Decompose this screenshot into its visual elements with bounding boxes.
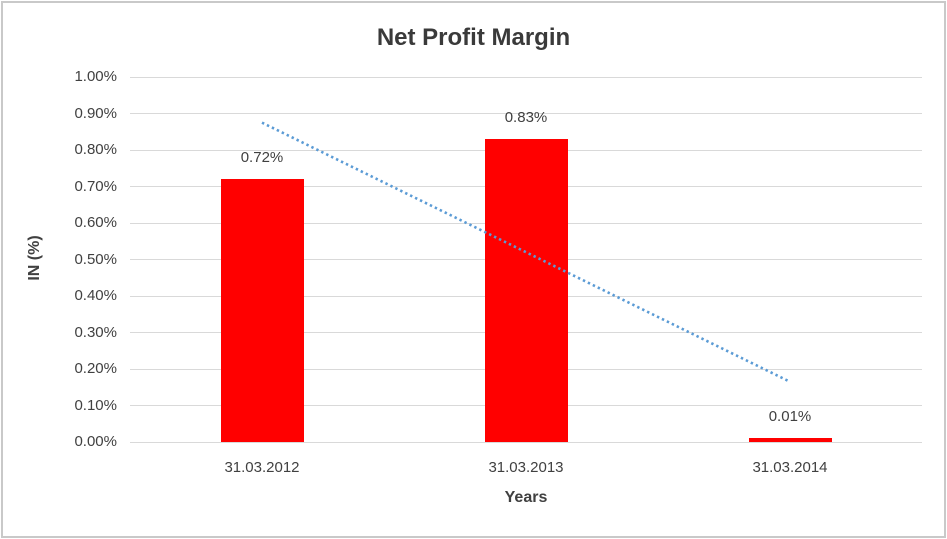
bar-31.03.2014	[748, 438, 832, 442]
y-axis-tick-label: 0.80%	[74, 141, 117, 158]
y-axis-tick-label: 0.70%	[74, 177, 117, 195]
y-axis-tick-label: 0.50%	[74, 250, 117, 268]
gridline	[130, 113, 922, 114]
y-axis-tick-label: 0.10%	[74, 396, 117, 414]
bar-31.03.2013	[484, 139, 568, 442]
y-axis-tick-label: 0.90%	[74, 104, 117, 122]
x-axis-tick-label: 31.03.2012	[224, 459, 300, 476]
y-axis-tick-label: 0.00%	[74, 433, 117, 450]
bar-data-label: 0.83%	[504, 109, 548, 127]
y-axis-tick-label: 0.30%	[74, 323, 117, 341]
chart-title: Net Profit Margin	[376, 24, 571, 51]
bar-31.03.2012	[220, 179, 304, 442]
x-axis-tick-label: 31.03.2014	[752, 459, 828, 476]
gridline	[130, 76, 922, 78]
bar-data-label: 0.72%	[240, 149, 284, 167]
y-axis-tick-label: 0.40%	[74, 287, 117, 304]
x-axis-tick-label: 31.03.2013	[488, 459, 564, 476]
y-axis-tick-label: 0.20%	[74, 360, 117, 377]
gridline	[130, 441, 922, 443]
bar-data-label: 0.01%	[768, 408, 812, 426]
x-axis-title: Years	[504, 489, 548, 506]
y-axis-tick-label: 1.00%	[74, 68, 117, 85]
y-axis-tick-label: 0.60%	[74, 214, 117, 231]
